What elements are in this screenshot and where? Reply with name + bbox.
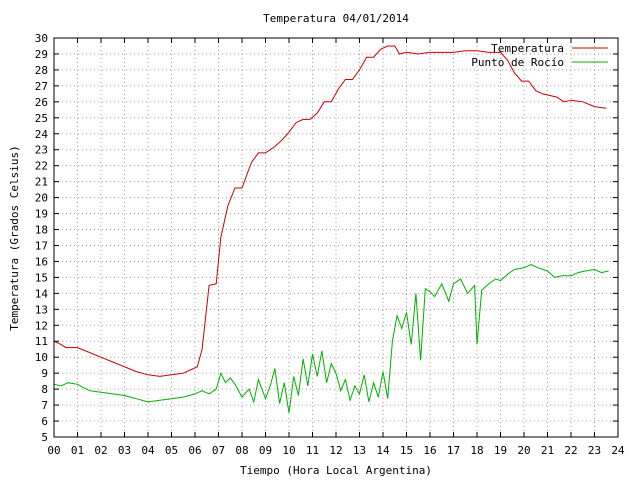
x-tick-label: 12 [329, 444, 342, 457]
y-tick-label: 19 [35, 208, 48, 221]
y-tick-label: 25 [35, 112, 48, 125]
series-line-0 [53, 45, 607, 377]
y-tick-label: 14 [35, 287, 49, 300]
x-tick-label: 09 [259, 444, 272, 457]
y-tick-label: 5 [41, 431, 48, 444]
x-tick-label: 20 [517, 444, 530, 457]
y-tick-label: 9 [41, 367, 48, 380]
y-axis-label: Temperatura (Grados Celsius) [8, 145, 21, 330]
x-tick-label: 16 [423, 444, 436, 457]
x-tick-label: 04 [141, 444, 155, 457]
y-tick-label: 24 [35, 128, 49, 141]
y-tick-label: 27 [35, 80, 48, 93]
y-tick-label: 8 [41, 383, 48, 396]
ticks-layer: 5 6 7 8 9 10 11 12 13 14 15 16 17 18 19 20 21 22 23 24 25 26 2… [35, 32, 625, 457]
y-tick-label: 23 [35, 144, 48, 157]
x-tick-label: 11 [306, 444, 319, 457]
x-tick-label: 06 [188, 444, 201, 457]
y-tick-label: 20 [35, 192, 48, 205]
y-tick-label: 10 [35, 351, 48, 364]
x-tick-label: 01 [71, 444, 84, 457]
x-tick-label: 05 [165, 444, 178, 457]
y-tick-label: 13 [35, 303, 48, 316]
x-tick-label: 24 [611, 444, 625, 457]
y-tick-label: 29 [35, 48, 48, 61]
chart-title: Temperatura 04/01/2014 [263, 12, 409, 25]
x-tick-label: 15 [400, 444, 413, 457]
x-tick-label: 14 [376, 444, 390, 457]
x-tick-label: 18 [470, 444, 483, 457]
x-tick-label: 08 [235, 444, 248, 457]
y-tick-label: 17 [35, 239, 48, 252]
x-tick-label: 03 [118, 444, 131, 457]
y-tick-label: 21 [35, 176, 48, 189]
legend-label: Temperatura [491, 42, 564, 55]
x-tick-label: 22 [564, 444, 577, 457]
y-tick-label: 26 [35, 96, 48, 109]
x-tick-label: 00 [47, 444, 60, 457]
y-tick-label: 12 [35, 319, 48, 332]
x-tick-label: 02 [94, 444, 107, 457]
x-tick-label: 07 [212, 444, 225, 457]
x-tick-label: 10 [282, 444, 295, 457]
legend-label: Punto de Rocío [471, 56, 564, 69]
grid-layer [54, 38, 618, 437]
y-tick-label: 11 [35, 335, 48, 348]
x-axis-label: Tiempo (Hora Local Argentina) [240, 464, 432, 477]
x-tick-label: 21 [541, 444, 554, 457]
y-tick-label: 22 [35, 160, 48, 173]
x-tick-label: 13 [353, 444, 366, 457]
plot-frame [53, 37, 619, 438]
y-tick-label: 15 [35, 271, 48, 284]
series-line-1 [53, 264, 609, 414]
y-tick-label: 16 [35, 255, 48, 268]
x-tick-label: 17 [447, 444, 460, 457]
series-layer [53, 45, 609, 414]
y-tick-label: 30 [35, 32, 48, 45]
y-tick-label: 28 [35, 64, 48, 77]
x-tick-label: 19 [494, 444, 507, 457]
x-tick-label: 23 [588, 444, 601, 457]
y-tick-label: 18 [35, 224, 48, 237]
y-tick-label: 6 [41, 415, 48, 428]
y-tick-label: 7 [41, 399, 48, 412]
